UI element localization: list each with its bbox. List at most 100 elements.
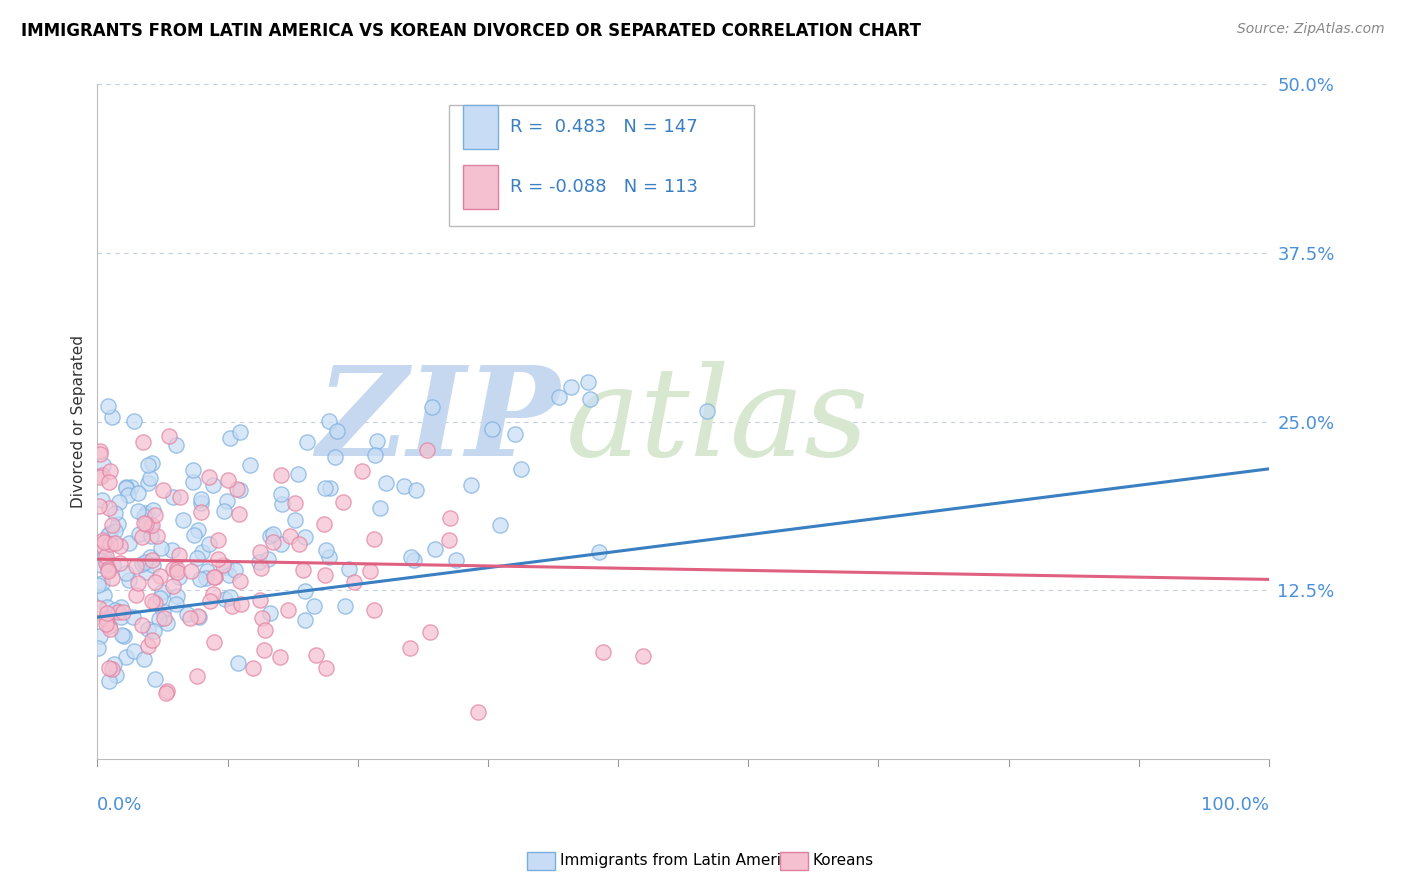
Point — [186, 668, 208, 682]
Point — [579, 392, 602, 407]
Point — [93, 588, 115, 602]
Point — [87, 578, 110, 592]
Point — [131, 530, 153, 544]
Point — [278, 529, 301, 543]
Point — [207, 552, 229, 566]
Point — [98, 464, 121, 478]
Point — [96, 599, 118, 614]
Text: 100.0%: 100.0% — [1201, 796, 1270, 814]
Point — [117, 488, 139, 502]
Point — [269, 649, 291, 664]
Point — [229, 425, 252, 439]
Point — [115, 650, 138, 665]
Y-axis label: Divorced or Separated: Divorced or Separated — [72, 335, 86, 508]
Point — [131, 435, 153, 450]
Point — [318, 549, 340, 564]
Point — [363, 449, 385, 463]
Point — [271, 497, 294, 511]
Point — [122, 644, 145, 658]
Point — [249, 555, 271, 569]
Point — [94, 549, 117, 563]
Point — [284, 513, 307, 527]
Point — [176, 607, 198, 621]
Point — [315, 661, 337, 675]
Point — [98, 622, 121, 636]
Text: ZIP: ZIP — [316, 361, 560, 483]
Text: IMMIGRANTS FROM LATIN AMERICA VS KOREAN DIVORCED OR SEPARATED CORRELATION CHART: IMMIGRANTS FROM LATIN AMERICA VS KOREAN … — [21, 22, 921, 40]
Point — [139, 471, 162, 485]
Point — [141, 518, 163, 533]
Point — [141, 593, 163, 607]
Point — [460, 478, 482, 492]
Point — [127, 485, 149, 500]
Point — [93, 534, 115, 549]
Point — [259, 606, 281, 620]
Point — [141, 632, 163, 647]
Point — [97, 565, 120, 579]
Point — [155, 686, 177, 700]
Point — [134, 652, 156, 666]
Point — [157, 428, 180, 442]
Point — [186, 551, 208, 566]
Point — [141, 456, 163, 470]
Point — [439, 510, 461, 524]
Point — [326, 424, 349, 438]
Point — [215, 493, 238, 508]
Point — [423, 541, 446, 556]
Point — [277, 603, 299, 617]
Point — [101, 571, 124, 585]
Point — [337, 561, 360, 575]
Point — [96, 617, 118, 632]
Point — [146, 529, 169, 543]
Point — [249, 545, 271, 559]
FancyBboxPatch shape — [463, 104, 498, 148]
Point — [149, 591, 172, 606]
Point — [104, 603, 127, 617]
Point — [150, 585, 173, 599]
Point — [302, 599, 325, 613]
Point — [560, 380, 582, 394]
Point — [90, 558, 112, 573]
Point — [165, 438, 187, 452]
Point — [87, 601, 110, 615]
Point — [318, 414, 340, 428]
Point — [97, 562, 120, 576]
Point — [121, 610, 143, 624]
Point — [228, 483, 250, 497]
Point — [262, 535, 284, 549]
Point — [118, 535, 141, 549]
Point — [187, 523, 209, 537]
Point — [578, 375, 600, 389]
Point — [195, 571, 218, 585]
Point — [153, 611, 176, 625]
Point — [314, 567, 336, 582]
Point — [254, 623, 277, 637]
Point — [212, 558, 235, 572]
Point — [101, 662, 124, 676]
Point — [169, 490, 191, 504]
Text: atlas: atlas — [567, 361, 869, 483]
Point — [136, 639, 159, 653]
Point — [366, 434, 388, 448]
Point — [270, 468, 292, 483]
Point — [104, 524, 127, 538]
Point — [332, 494, 354, 508]
Point — [181, 463, 204, 477]
Point — [249, 592, 271, 607]
Point — [505, 427, 527, 442]
Point — [335, 599, 357, 614]
Point — [287, 467, 309, 481]
Point — [359, 564, 381, 578]
Point — [115, 481, 138, 495]
Point — [294, 613, 316, 627]
Point — [111, 605, 134, 619]
Point — [89, 629, 111, 643]
Point — [162, 562, 184, 576]
Point — [136, 458, 159, 472]
Point — [91, 533, 114, 548]
Point — [100, 525, 122, 540]
Point — [104, 536, 127, 550]
Point — [250, 611, 273, 625]
Point — [509, 461, 531, 475]
Point — [262, 527, 284, 541]
